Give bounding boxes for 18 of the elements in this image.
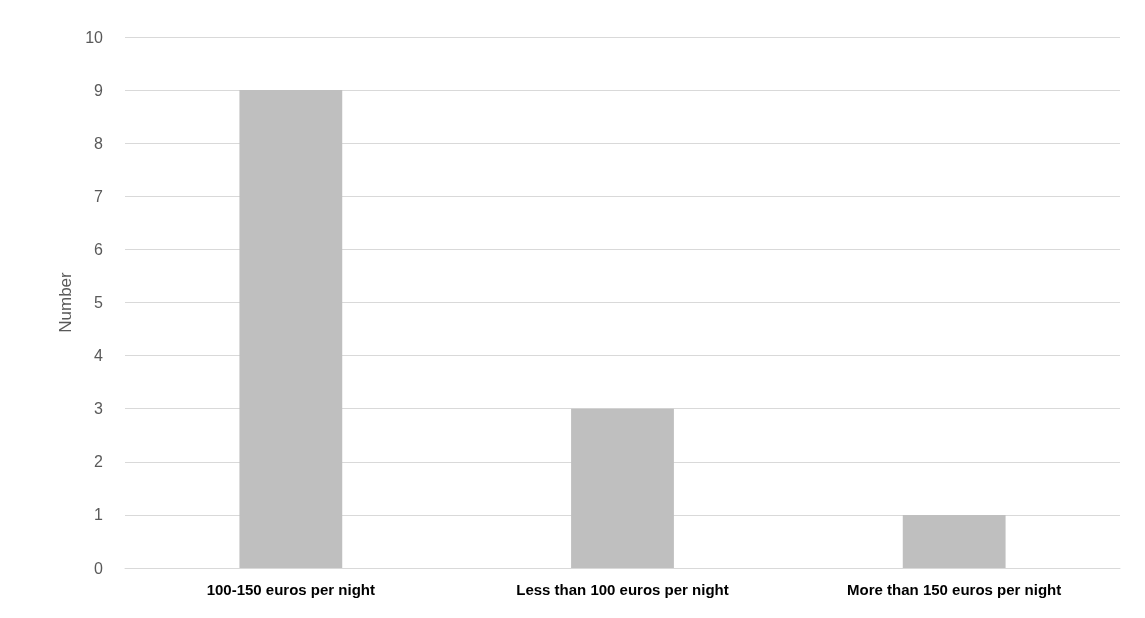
y-tick-label: 9: [94, 81, 104, 99]
y-tick-label: 2: [94, 453, 104, 471]
y-tick-label: 1: [94, 506, 104, 524]
y-tick-label: 4: [94, 347, 104, 365]
x-tick-label: More than 150 euros per night: [847, 581, 1062, 598]
y-tick-label: 7: [94, 187, 104, 205]
x-tick-label: Less than 100 euros per night: [516, 581, 729, 598]
bar: [902, 514, 1006, 568]
y-tick-label: 6: [94, 240, 104, 258]
y-tick-label: 5: [94, 294, 104, 311]
y-axis-title: Number: [56, 271, 76, 333]
bar: [571, 408, 674, 568]
y-tick-label: 10: [85, 28, 104, 46]
x-tick-label: 100-150 euros per night: [206, 581, 376, 598]
y-tick-label: 0: [94, 559, 104, 577]
y-tick-label: 8: [94, 134, 104, 152]
bar: [239, 90, 343, 568]
y-tick-label: 3: [94, 400, 104, 418]
